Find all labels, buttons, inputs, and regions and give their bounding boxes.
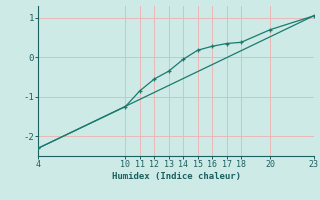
- X-axis label: Humidex (Indice chaleur): Humidex (Indice chaleur): [111, 172, 241, 181]
